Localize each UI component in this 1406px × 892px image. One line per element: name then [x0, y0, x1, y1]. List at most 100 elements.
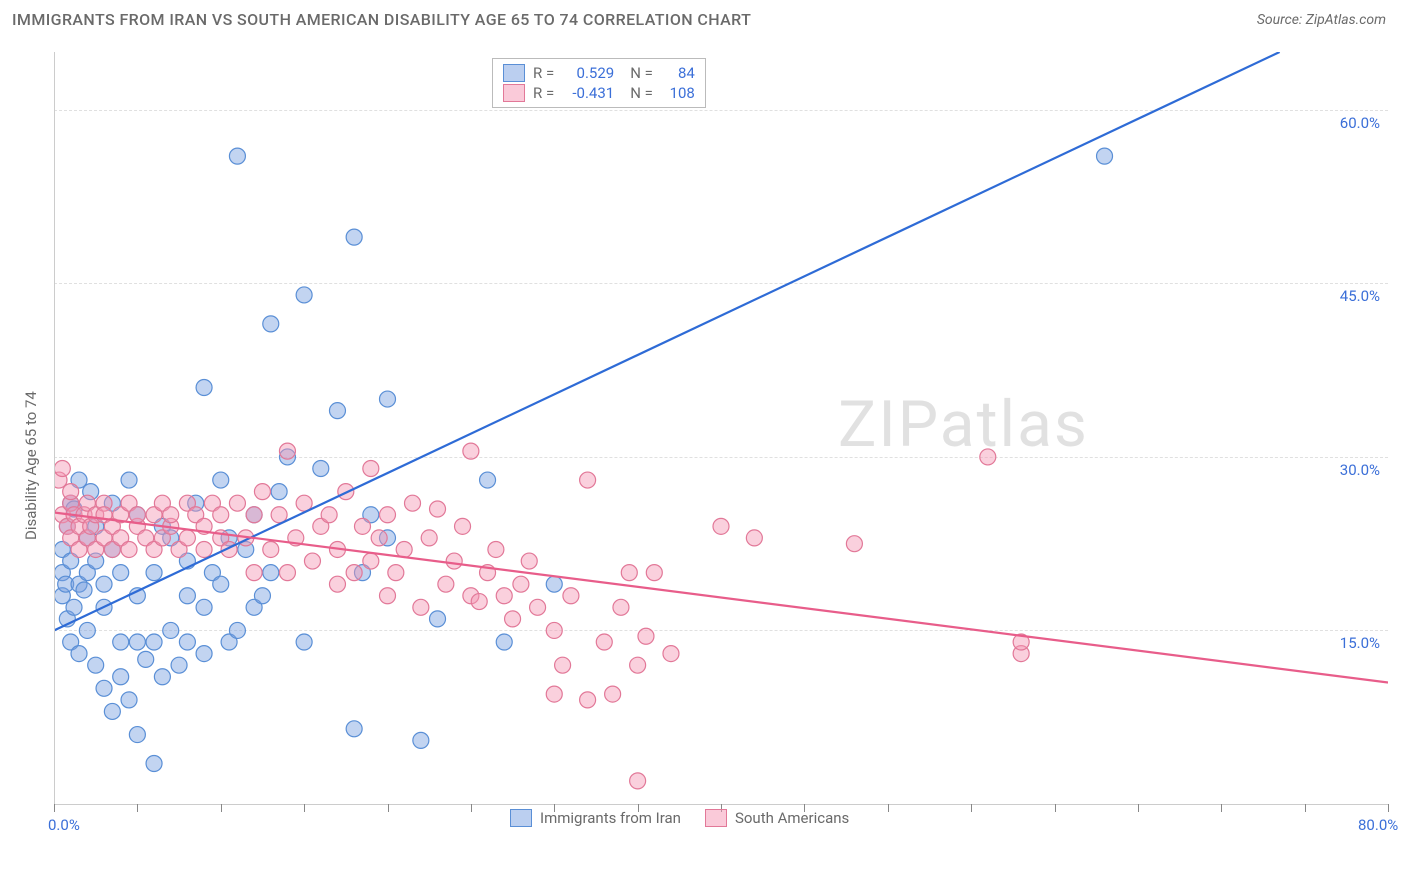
legend-n-value: 84 — [661, 64, 695, 82]
plot-border-left — [54, 52, 55, 804]
scatter-point — [104, 703, 120, 719]
scatter-point — [96, 576, 112, 592]
x-tick — [388, 804, 389, 812]
scatter-point — [296, 634, 312, 650]
scatter-point — [363, 553, 379, 569]
scatter-point — [263, 316, 279, 332]
scatter-point — [380, 588, 396, 604]
x-tick — [471, 804, 472, 812]
legend-r-label: R = — [533, 84, 554, 102]
scatter-point — [546, 576, 562, 592]
legend-swatch — [503, 64, 525, 82]
legend-swatch — [510, 809, 532, 827]
series-immigrants-from-iran — [54, 148, 1112, 771]
scatter-point — [171, 657, 187, 673]
y-axis-label: Disability Age 65 to 74 — [22, 391, 40, 540]
scatter-point — [129, 727, 145, 743]
scatter-point — [846, 536, 862, 552]
scatter-point — [363, 460, 379, 476]
scatter-point — [229, 622, 245, 638]
x-tick — [1138, 804, 1139, 812]
scatter-point — [596, 634, 612, 650]
scatter-point — [346, 565, 362, 581]
x-tick — [137, 804, 138, 812]
scatter-point — [121, 541, 137, 557]
scatter-point — [163, 622, 179, 638]
scatter-point — [1097, 148, 1113, 164]
scatter-point — [213, 472, 229, 488]
scatter-point — [380, 391, 396, 407]
scatter-point — [521, 553, 537, 569]
scatter-point — [329, 576, 345, 592]
scatter-point — [121, 692, 137, 708]
x-tick — [54, 804, 55, 812]
correlation-legend: R =0.529N =84R =-0.431N =108 — [492, 58, 706, 108]
legend-r-value: 0.529 — [562, 64, 614, 82]
scatter-point — [88, 657, 104, 673]
scatter-point — [388, 565, 404, 581]
scatter-point — [380, 507, 396, 523]
scatter-point — [421, 530, 437, 546]
x-tick — [1055, 804, 1056, 812]
scatter-point — [371, 530, 387, 546]
legend-n-label: N = — [630, 84, 653, 102]
scatter-point — [71, 646, 87, 662]
series-legend: Immigrants from Iran South Americans — [510, 809, 849, 827]
legend-item: South Americans — [705, 809, 849, 827]
y-tick-label: 60.0% — [1340, 114, 1380, 132]
scatter-point — [229, 495, 245, 511]
x-tick — [304, 804, 305, 812]
scatter-point — [413, 732, 429, 748]
scatter-point — [246, 565, 262, 581]
scatter-point — [246, 507, 262, 523]
scatter-point — [179, 634, 195, 650]
scatter-point — [405, 495, 421, 511]
scatter-point — [113, 669, 129, 685]
scatter-point — [254, 588, 270, 604]
legend-label: Immigrants from Iran — [540, 809, 681, 827]
legend-r-value: -0.431 — [562, 84, 614, 102]
y-tick-label: 45.0% — [1340, 287, 1380, 305]
scatter-point — [146, 565, 162, 581]
scatter-point — [304, 553, 320, 569]
scatter-point — [496, 634, 512, 650]
scatter-point — [430, 611, 446, 627]
x-tick — [971, 804, 972, 812]
scatter-point — [446, 553, 462, 569]
scatter-point — [213, 507, 229, 523]
scatter-point — [113, 565, 129, 581]
scatter-point — [296, 287, 312, 303]
scatter-point — [346, 229, 362, 245]
scatter-point — [179, 588, 195, 604]
scatter-point — [66, 599, 82, 615]
legend-swatch — [503, 84, 525, 102]
scatter-plot — [48, 52, 1388, 804]
trend-line — [54, 52, 1280, 630]
scatter-point — [580, 692, 596, 708]
x-tick — [221, 804, 222, 812]
scatter-point — [430, 501, 446, 517]
scatter-point — [346, 721, 362, 737]
scatter-point — [321, 507, 337, 523]
scatter-point — [646, 565, 662, 581]
scatter-point — [438, 576, 454, 592]
scatter-point — [463, 443, 479, 459]
scatter-point — [621, 565, 637, 581]
legend-r-label: R = — [533, 64, 554, 82]
x-tick — [1221, 804, 1222, 812]
scatter-point — [505, 611, 521, 627]
title-bar: IMMIGRANTS FROM IRAN VS SOUTH AMERICAN D… — [0, 0, 1406, 35]
scatter-point — [213, 576, 229, 592]
scatter-point — [196, 380, 212, 396]
legend-row: R =0.529N =84 — [503, 63, 695, 83]
scatter-point — [980, 449, 996, 465]
scatter-point — [121, 472, 137, 488]
scatter-point — [496, 588, 512, 604]
chart-title: IMMIGRANTS FROM IRAN VS SOUTH AMERICAN D… — [12, 10, 751, 29]
scatter-point — [530, 599, 546, 615]
x-tick-label: 80.0% — [1358, 816, 1398, 834]
scatter-point — [513, 576, 529, 592]
scatter-point — [713, 518, 729, 534]
scatter-point — [76, 582, 92, 598]
scatter-point — [638, 628, 654, 644]
